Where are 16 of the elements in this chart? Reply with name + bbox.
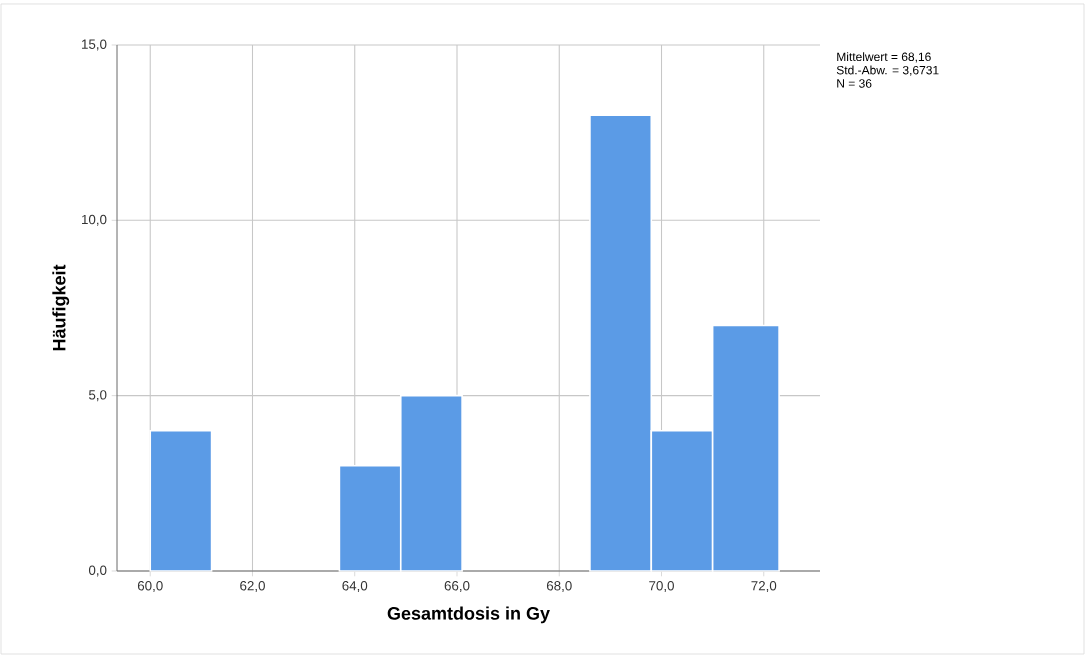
text: Std.-Abw. = 3,6731 (836, 65, 939, 76)
x-tick-label: 62,0 (240, 581, 265, 593)
x-tick-label: 64,0 (342, 581, 368, 593)
x-tick-label: 60,0 (137, 581, 163, 593)
y-tick-label: 0,0 (88, 565, 107, 577)
x-axis-title: Gesamtdosis in Gy (387, 606, 550, 624)
y-tick-label: 5,0 (88, 390, 107, 402)
x-tick-label: 66,0 (444, 581, 470, 593)
text: Mittelwert = 68,16 (837, 52, 931, 63)
y-axis-title: Häufigkeit (52, 264, 70, 351)
x-tick-label: 70,0 (649, 581, 674, 593)
x-tick-label: 72,0 (751, 581, 777, 593)
y-tick-label: 15,0 (82, 39, 107, 51)
text: N = 36 (837, 79, 872, 88)
x-tick-label: 68,0 (546, 581, 572, 593)
y-tick-label: 10,0 (82, 214, 107, 226)
